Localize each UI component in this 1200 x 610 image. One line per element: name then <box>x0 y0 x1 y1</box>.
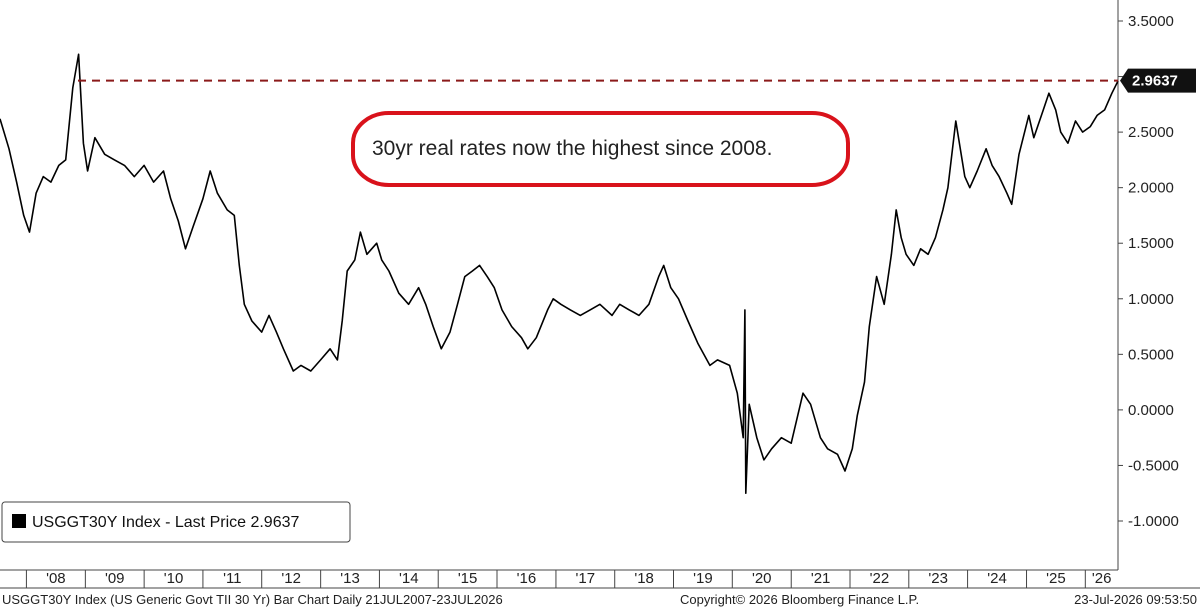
footer-center: Copyright© 2026 Bloomberg Finance L.P. <box>680 592 919 607</box>
annotation-box <box>351 111 850 187</box>
footer-left: USGGT30Y Index (US Generic Govt TII 30 Y… <box>2 592 503 607</box>
legend-label: USGGT30Y Index - Last Price 2.9637 <box>32 514 300 531</box>
legend-swatch <box>12 514 26 528</box>
x-tick-label: '09 <box>105 570 125 587</box>
y-tick-label: 2.0000 <box>1128 180 1174 197</box>
last-value-tag-shape <box>1120 68 1196 93</box>
x-tick-label: '25 <box>1046 570 1066 587</box>
x-tick-label: '13 <box>340 570 360 587</box>
x-tick-label: '23 <box>928 570 948 587</box>
x-tick-label: '26 <box>1092 570 1112 587</box>
last-value-tag: 2.9637 <box>1120 68 1196 93</box>
x-axis: '08 '09 '10 '11 '12 '13 '14 '15 '16 '17 '18 '19 '20 '… <box>25 570 1112 588</box>
y-tick-label: 1.0000 <box>1128 291 1174 308</box>
y-tick-label: 2.5000 <box>1128 124 1174 141</box>
annotation-text: 30yr real rates now the highest since 20… <box>372 137 772 160</box>
x-tick-label: '20 <box>752 570 772 587</box>
x-tick-label: '11 <box>223 570 241 587</box>
plot-background <box>0 0 1118 570</box>
last-value-label: 2.9637 <box>1132 73 1178 90</box>
legend-box <box>1 501 351 543</box>
x-tick-label: '10 <box>164 570 184 587</box>
y-tick-label: 1.5000 <box>1128 235 1174 252</box>
x-tick-label: '16 <box>517 570 537 587</box>
x-tick-label: '12 <box>281 570 301 587</box>
annotation-callout: 30yr real rates now the highest since 20… <box>351 111 850 187</box>
x-tick-label: '22 <box>870 570 890 587</box>
x-tick-label: '24 <box>987 570 1007 587</box>
y-tick-label: 0.5000 <box>1128 346 1174 363</box>
x-tick-label: '21 <box>811 570 831 587</box>
footer-right: 23-Jul-2026 09:53:50 <box>1074 592 1197 607</box>
legend: USGGT30Y Index - Last Price 2.9637 <box>1 501 351 543</box>
y-tick-label: -1.0000 <box>1128 513 1179 530</box>
y-tick-label: 0.0000 <box>1128 402 1174 419</box>
x-tick-label: '17 <box>576 570 596 587</box>
x-tick-label: '08 <box>46 570 66 587</box>
series-line-usggt30y <box>0 53 1119 494</box>
x-tick-label: '19 <box>693 570 713 587</box>
x-tick-label: '18 <box>634 570 654 587</box>
y-tick-label: 3.5000 <box>1128 13 1174 30</box>
x-tick-label: '15 <box>458 570 478 587</box>
y-tick-label: -0.5000 <box>1128 457 1179 474</box>
x-tick-label: '14 <box>399 570 419 587</box>
